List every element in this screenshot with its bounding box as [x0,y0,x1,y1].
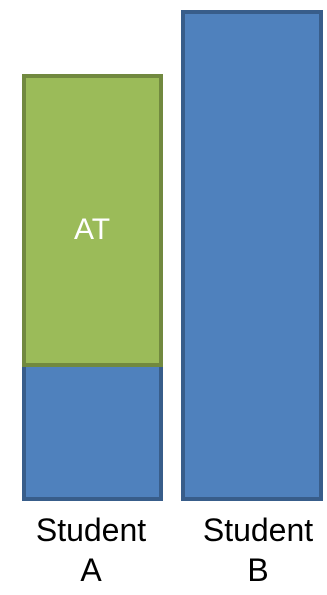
student-b-bar [181,10,323,501]
student-a-label: Student A [16,510,166,590]
student-a-base-bar [22,363,163,501]
student-b-label-line2: B [247,552,269,588]
at-segment-label: AT [74,213,110,246]
student-a-label-line2: A [80,552,102,588]
student-b-label-line1: Student [202,512,314,548]
student-b-label: Student B [183,510,327,590]
student-a-at-segment [22,74,163,367]
student-a-label-line1: Student [35,512,147,548]
